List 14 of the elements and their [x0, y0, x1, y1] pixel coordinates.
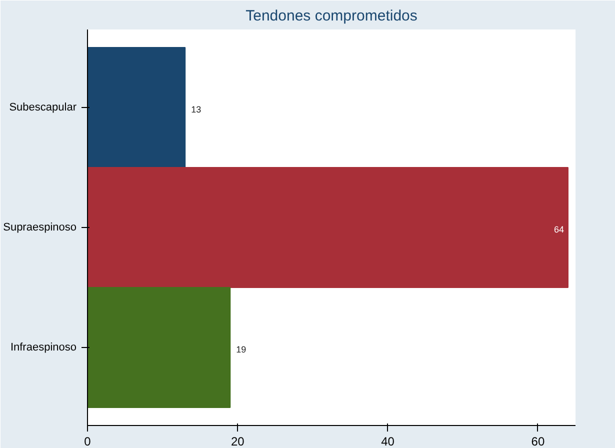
y-tick-label: Subescapular [9, 102, 77, 114]
chart-title: Tendones comprometidos [246, 8, 418, 24]
x-tick-label: 0 [84, 434, 92, 448]
x-tick-label: 40 [381, 434, 395, 448]
data-label: 64 [554, 224, 564, 234]
bar [88, 47, 186, 168]
x-tick-label: 20 [230, 434, 245, 448]
bar [88, 287, 231, 408]
y-tick-label: Supraespinoso [3, 222, 77, 234]
x-tick-label: 60 [531, 434, 545, 448]
data-label: 19 [236, 344, 246, 354]
bar [88, 167, 568, 288]
data-label: 13 [191, 104, 202, 114]
y-tick-label: Infraespinoso [10, 342, 77, 354]
